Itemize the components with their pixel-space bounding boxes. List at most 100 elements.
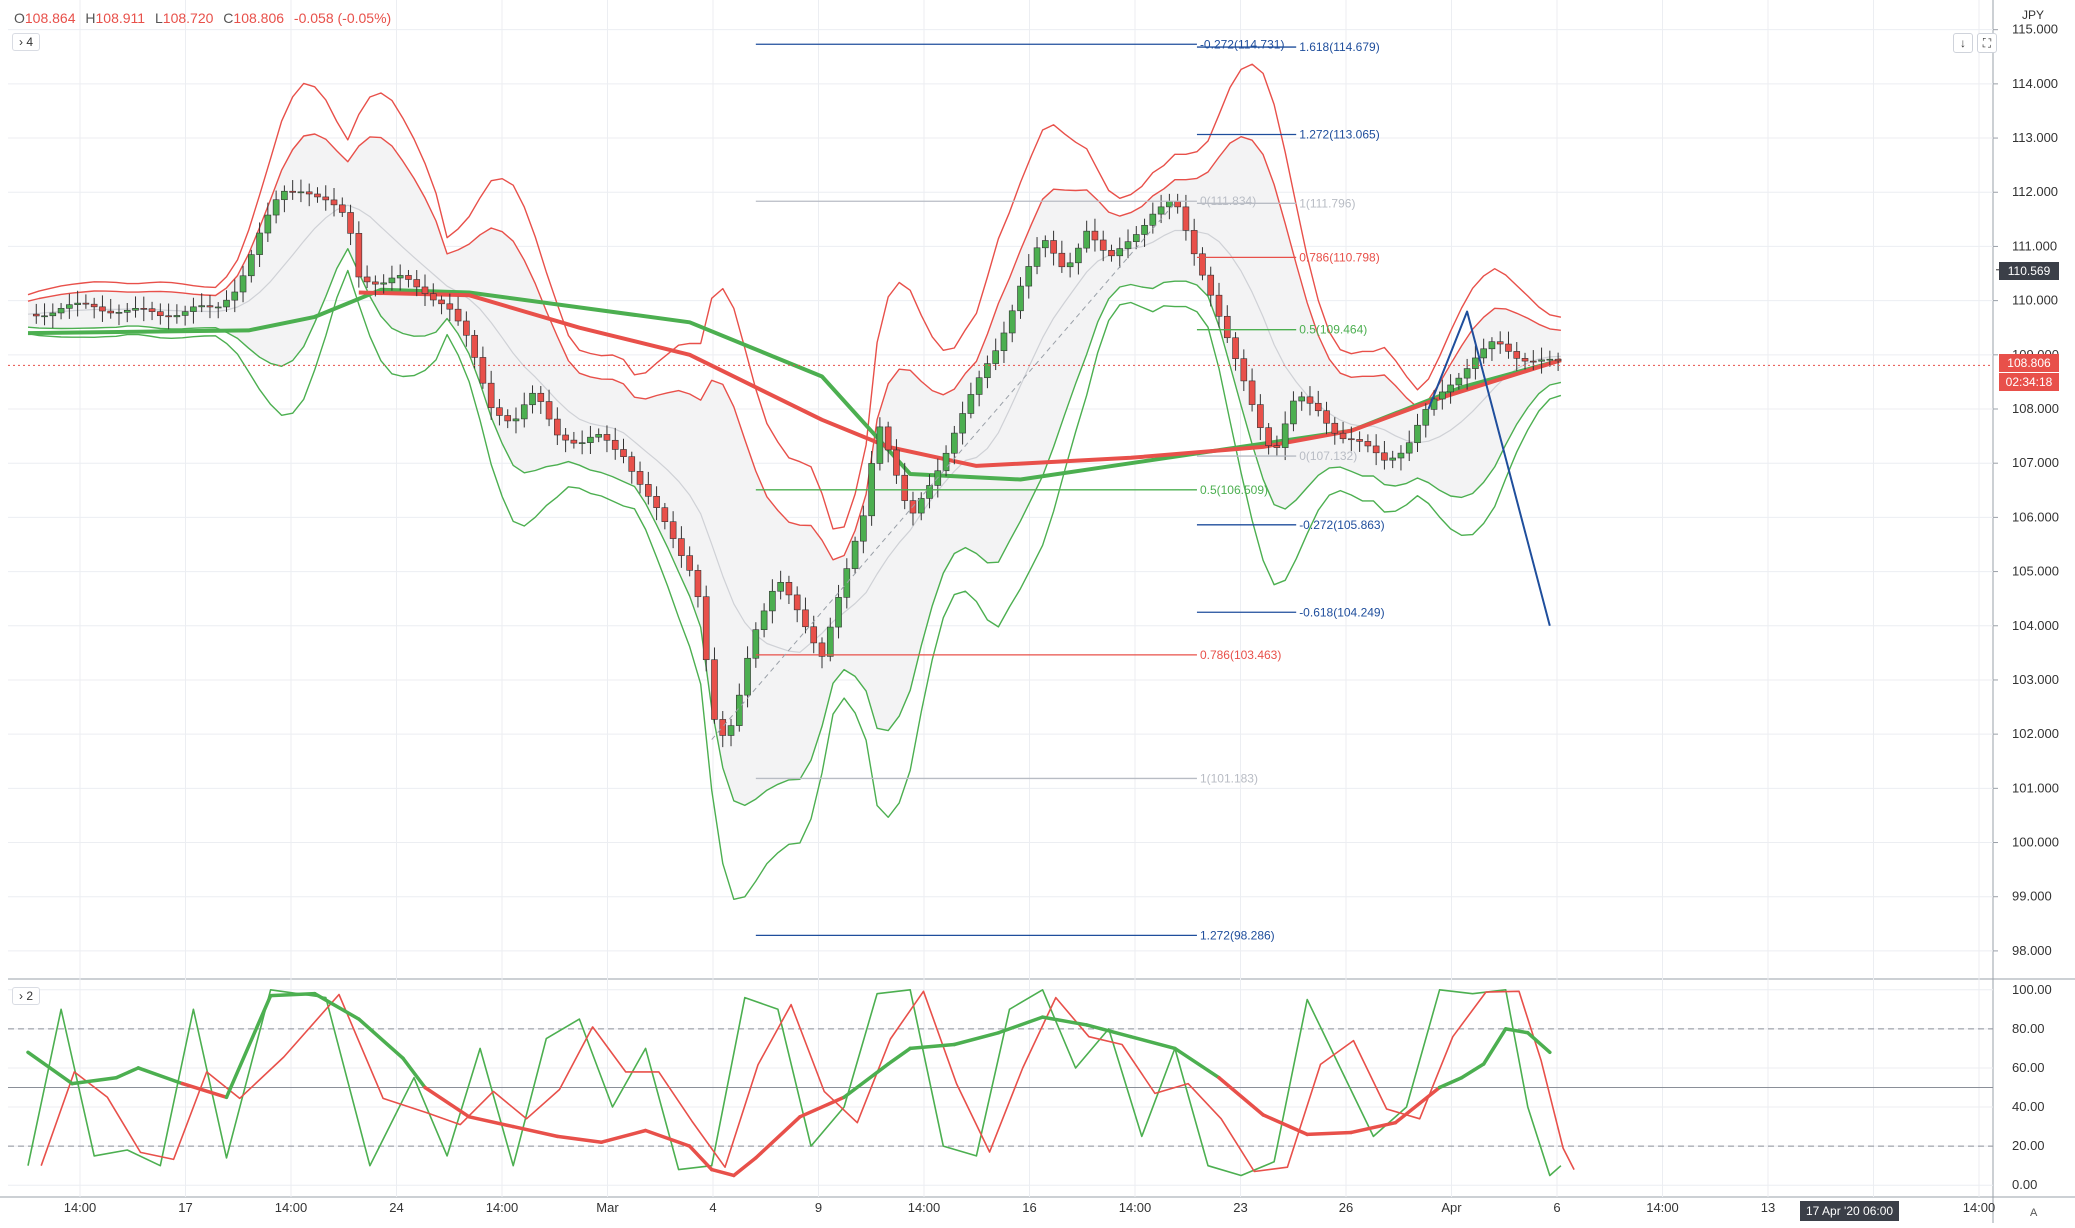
candle-body <box>372 281 379 285</box>
osc-y-tick-label: 80.00 <box>2012 1021 2045 1036</box>
x-tick-label: Apr <box>1441 1200 1462 1215</box>
last-price-tag: 108.806 <box>1999 354 2059 372</box>
crosshair-price: 110.569 <box>2007 264 2051 278</box>
candle-body <box>562 434 569 441</box>
y-tick-label: 98.000 <box>2012 943 2052 958</box>
rsi-segment <box>798 1095 846 1119</box>
rsi-segment <box>1393 1085 1442 1125</box>
candle-body <box>471 334 478 358</box>
candle-body <box>1223 315 1231 339</box>
candle-body <box>1405 442 1413 454</box>
bollinger-upper-outer <box>27 63 1562 530</box>
candle-body <box>686 555 693 571</box>
candle-body <box>1306 396 1314 404</box>
x-tick-label: Mar <box>596 1200 619 1215</box>
candle-body <box>272 199 280 216</box>
candle-body <box>123 309 131 313</box>
stochastic-d <box>40 990 1575 1173</box>
chevron-right-icon: › <box>19 35 23 49</box>
candle-body <box>719 719 727 736</box>
y-tick-label: 103.000 <box>2012 672 2059 687</box>
rsi-segment <box>70 1075 118 1086</box>
candle-body <box>578 442 586 444</box>
candle-body <box>487 382 495 409</box>
candle-body <box>1199 253 1206 276</box>
bar-countdown: 02:34:18 <box>2005 375 2053 389</box>
candle-body <box>835 597 842 628</box>
y-tick-label: 102.000 <box>2012 726 2059 741</box>
candle-body <box>876 426 884 464</box>
candle-body <box>429 293 437 301</box>
main-pane-indicators-toggle[interactable]: › 4 <box>12 33 41 51</box>
candle-body <box>305 191 313 195</box>
x-tick-label: 16 <box>1022 1200 1036 1215</box>
fullscreen-icon[interactable]: ⛶ <box>1977 33 1997 53</box>
candle-body <box>1480 348 1487 359</box>
candle-body <box>1083 230 1090 249</box>
fib-level-label: 0.786(103.463) <box>1200 648 1281 662</box>
candle-body <box>1298 396 1306 402</box>
candle-body <box>66 304 73 309</box>
candle-body <box>148 308 156 312</box>
osc-y-tick-label: 100.00 <box>2012 982 2052 997</box>
fib-level-label: 1.272(113.065) <box>1299 128 1380 142</box>
candle-body <box>1422 409 1430 426</box>
candle-body <box>959 413 966 434</box>
x-tick-label: 17 <box>178 1200 192 1215</box>
candle-body <box>41 315 48 318</box>
fib-level-label: -0.272(114.731) <box>1200 37 1285 51</box>
auto-scale-button[interactable]: A <box>2030 1207 2038 1219</box>
rsi-segment <box>136 1066 185 1086</box>
candle-body <box>363 276 371 283</box>
candle-body <box>1538 359 1545 362</box>
candle-body <box>405 275 412 280</box>
candle-body <box>785 582 793 596</box>
crosshair-time: 06:00 <box>1863 1204 1894 1218</box>
candle-body <box>1240 358 1248 382</box>
candle-body <box>1381 452 1388 461</box>
candle-body <box>1066 262 1074 268</box>
fib-level-label: -0.618(104.249) <box>1299 605 1384 619</box>
y-tick-label: 99.000 <box>2012 889 2052 904</box>
candle-body <box>190 306 197 312</box>
trend-line <box>711 202 1176 740</box>
osc-pane-indicator-count: 2 <box>26 989 34 1003</box>
bollinger-fill <box>28 134 1561 806</box>
candle-body <box>520 404 528 420</box>
candle-body <box>851 540 859 569</box>
osc-pane-indicators-toggle[interactable]: › 2 <box>12 987 41 1005</box>
rsi-segment <box>687 1144 714 1172</box>
candle-body <box>1124 241 1132 249</box>
candle-body <box>248 254 255 277</box>
candle-body <box>1314 402 1322 412</box>
candle-body <box>1372 445 1380 454</box>
y-tick-label: 107.000 <box>2012 455 2059 470</box>
candle-body <box>264 214 272 234</box>
candle-body <box>388 277 396 284</box>
candle-body <box>1166 201 1173 208</box>
candle-body <box>1182 206 1190 231</box>
x-tick-label: 14:00 <box>64 1200 97 1215</box>
high-label: H <box>85 10 96 26</box>
candle-body <box>512 418 520 422</box>
rsi-segment <box>180 1081 229 1100</box>
candle-body <box>1554 358 1562 362</box>
candle-body <box>628 456 636 472</box>
candle-body <box>843 568 851 598</box>
candle-body <box>1496 341 1504 345</box>
y-tick-label: 115.000 <box>2012 22 2058 37</box>
candle-body <box>1190 230 1198 255</box>
candle-body <box>1348 438 1355 441</box>
candle-body <box>281 190 288 201</box>
rsi-segment <box>114 1066 141 1080</box>
rsi-segment <box>842 1062 890 1100</box>
candle-body <box>1414 424 1421 444</box>
candle-body <box>810 626 818 644</box>
candle-body <box>1447 384 1454 393</box>
candle-body <box>529 392 536 406</box>
arrow-down-icon[interactable]: ↓ <box>1953 33 1973 53</box>
last-price: 108.806 <box>2007 356 2051 370</box>
candle-body <box>793 594 801 611</box>
